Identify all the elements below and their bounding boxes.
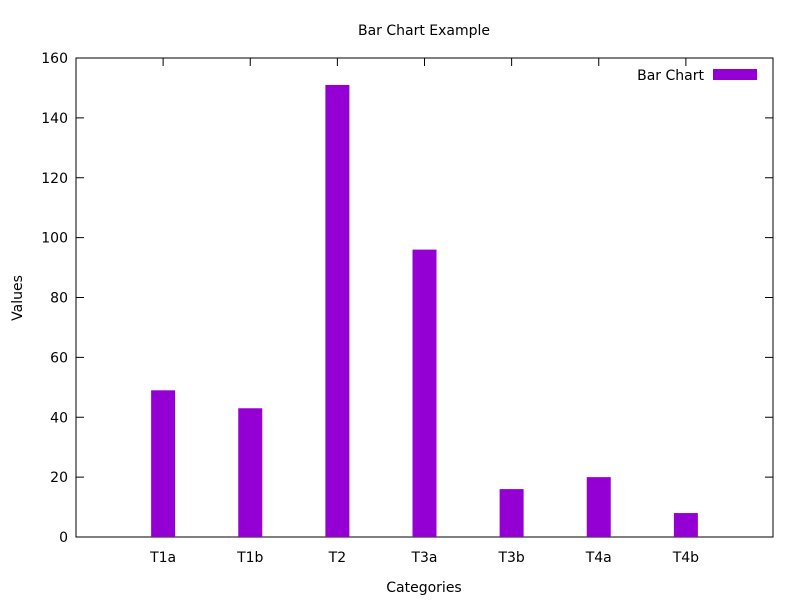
x-tick-label: T1b <box>236 550 263 566</box>
bar <box>151 390 176 537</box>
y-tick-label: 120 <box>41 171 68 187</box>
y-axis-label: Values <box>10 275 26 321</box>
bar <box>586 477 611 537</box>
y-tick-label: 20 <box>50 470 68 486</box>
x-axis-label: Categories <box>386 580 461 596</box>
bar <box>412 249 437 537</box>
y-tick-label: 100 <box>41 231 68 247</box>
bar <box>499 489 524 537</box>
y-tick-label: 40 <box>50 410 68 426</box>
y-tick-label: 160 <box>41 51 68 67</box>
bar <box>325 84 350 537</box>
x-tick-label: T2 <box>328 550 346 566</box>
bar <box>238 408 263 537</box>
y-tick-label: 140 <box>41 111 68 127</box>
y-tick-label: 80 <box>50 291 68 307</box>
x-tick-label: T4b <box>672 550 699 566</box>
x-tick-label: T4a <box>585 550 612 566</box>
x-tick-label: T3a <box>410 550 437 566</box>
bar <box>673 513 698 537</box>
plot-area: 0 20 40 60 80 100 120 140 160 T1a T1b T2 T3a T3b T4a T4… <box>41 51 774 566</box>
legend-label: Bar Chart <box>637 68 704 84</box>
y-tick-label: 60 <box>50 350 68 366</box>
y-tick-label: 0 <box>59 530 68 546</box>
x-tick-label: T1a <box>149 550 176 566</box>
legend-swatch <box>713 69 757 80</box>
legend: Bar Chart <box>637 68 757 84</box>
x-tick-label: T3b <box>497 550 524 566</box>
chart-title: Bar Chart Example <box>358 23 490 39</box>
